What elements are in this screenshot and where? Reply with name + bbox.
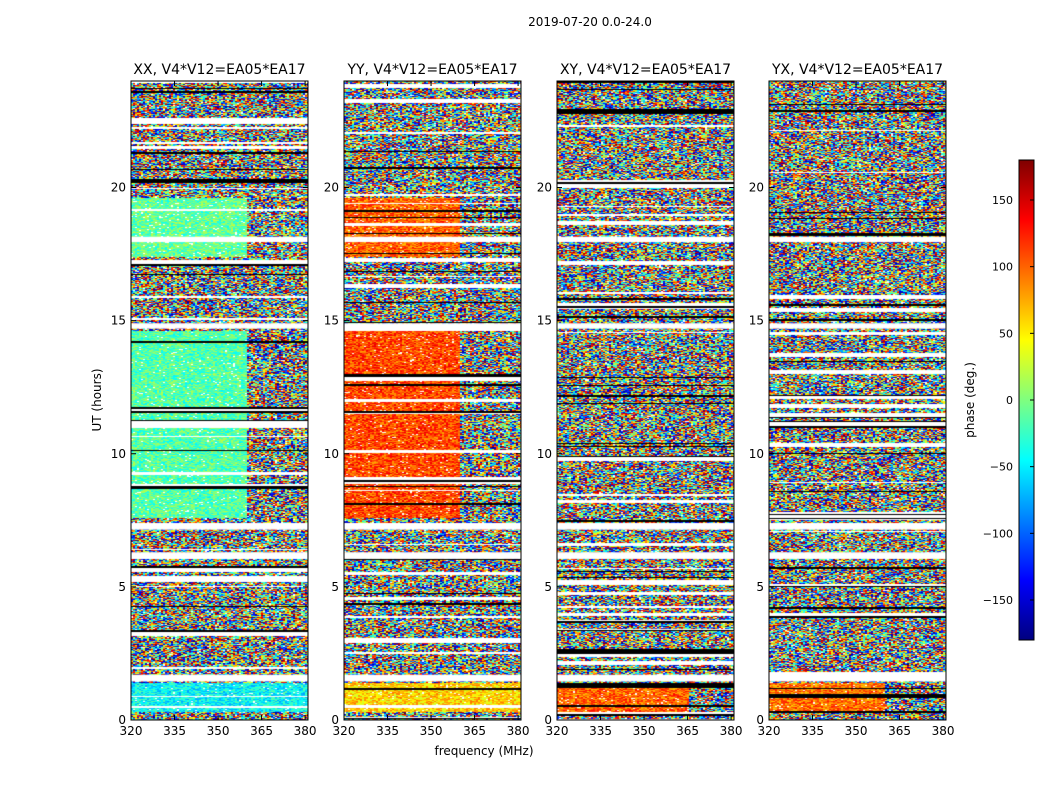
y-tick-label: 0	[756, 713, 764, 727]
y-tick-label: 10	[111, 447, 126, 461]
panel-title: YX, V4*V12=EA05*EA17	[771, 62, 943, 78]
colorbar-tick-label: −50	[990, 461, 1013, 474]
x-tick-label: 380	[932, 724, 955, 738]
y-tick-label: 5	[756, 580, 764, 594]
heatmap-panels: 320 335 350 365 380 0 5 10 15 20 XX, V4*V12=EA05*E…	[111, 62, 955, 738]
y-tick-label: 0	[544, 713, 552, 727]
panel-title: XX, V4*V12=EA05*EA17	[133, 62, 305, 78]
y-tick-label: 20	[537, 181, 552, 195]
y-tick-label: 15	[749, 314, 764, 328]
x-tick-label: 380	[720, 724, 743, 738]
x-tick-label: 320	[758, 724, 781, 738]
panel-frame	[343, 80, 522, 721]
x-tick-label: 350	[420, 724, 443, 738]
colorbar-tick-label: 50	[999, 327, 1013, 340]
x-tick-label: 335	[163, 724, 186, 738]
x-tick-label: 320	[120, 724, 143, 738]
x-tick-label: 350	[845, 724, 868, 738]
colorbar-label: phase (deg.)	[963, 362, 977, 438]
colorbar-tick-label: 100	[992, 261, 1013, 274]
y-tick-label: 10	[749, 447, 764, 461]
x-tick-label: 365	[676, 724, 699, 738]
heatmap-panel: 320 335 350 365 380 0 5 10 15 20 XX, V4*V12=EA05*E…	[111, 62, 317, 738]
y-tick-label: 5	[118, 580, 126, 594]
colorbar-tick-label: 150	[992, 194, 1013, 207]
colorbar-tick-label: 0	[1006, 394, 1013, 407]
heatmap-panel: 320 335 350 365 380 0 5 10 15 20 YY, V4*V12=EA05*E…	[324, 62, 530, 738]
panel-frame	[768, 80, 947, 721]
x-tick-label: 320	[546, 724, 569, 738]
y-tick-label: 15	[537, 314, 552, 328]
y-tick-label: 20	[324, 181, 339, 195]
panel-frame	[556, 80, 735, 721]
panel-frame	[130, 80, 309, 721]
colorbar-ticks: −150 −100 −50 0 50 100 150	[983, 194, 1034, 607]
y-tick-label: 0	[331, 713, 339, 727]
panel-title: YY, V4*V12=EA05*EA17	[346, 62, 517, 78]
y-axis-label: UT (hours)	[90, 368, 104, 431]
heatmap-image	[344, 81, 521, 720]
x-tick-label: 335	[376, 724, 399, 738]
y-tick-label: 15	[111, 314, 126, 328]
colorbar: −150 −100 −50 0 50 100 150 phase (deg.)	[963, 159, 1035, 641]
colorbar-tick-label: −100	[983, 527, 1013, 540]
y-tick-label: 10	[324, 447, 339, 461]
y-tick-label: 5	[544, 580, 552, 594]
heatmap-image	[557, 81, 734, 720]
x-axis-label: frequency (MHz)	[434, 744, 533, 758]
y-tick-label: 20	[111, 181, 126, 195]
y-tick-label: 15	[324, 314, 339, 328]
x-tick-label: 350	[207, 724, 230, 738]
y-tick-label: 0	[118, 713, 126, 727]
heatmap-image	[769, 81, 946, 720]
panel-title: XY, V4*V12=EA05*EA17	[560, 62, 731, 78]
x-tick-label: 365	[250, 724, 273, 738]
x-tick-label: 365	[888, 724, 911, 738]
colorbar-tick-label: −150	[983, 594, 1013, 607]
heatmap-image	[131, 81, 308, 720]
x-tick-label: 350	[633, 724, 656, 738]
x-tick-label: 380	[294, 724, 317, 738]
x-tick-label: 335	[589, 724, 612, 738]
x-tick-label: 335	[801, 724, 824, 738]
x-tick-label: 320	[333, 724, 356, 738]
figure-suptitle: 2019-07-20 0.0-24.0	[528, 15, 652, 29]
heatmap-panel: 320 335 350 365 380 0 5 10 15 20 YX, V4*V12=EA05*E…	[749, 62, 955, 738]
y-tick-label: 10	[537, 447, 552, 461]
x-tick-label: 380	[507, 724, 530, 738]
heatmap-panel: 320 335 350 365 380 0 5 10 15 20 XY, V4*V12=EA05*E…	[537, 62, 743, 738]
y-tick-label: 20	[749, 181, 764, 195]
x-tick-label: 365	[463, 724, 486, 738]
y-tick-label: 5	[331, 580, 339, 594]
